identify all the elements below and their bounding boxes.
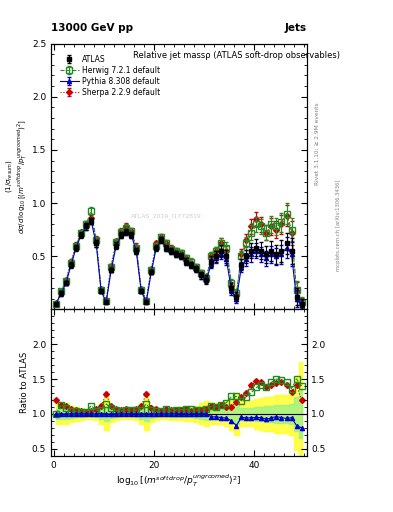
Text: 13000 GeV pp: 13000 GeV pp (51, 23, 133, 33)
Y-axis label: Ratio to ATLAS: Ratio to ATLAS (20, 352, 29, 413)
Text: mcplots.cern.ch [arXiv:1306.3436]: mcplots.cern.ch [arXiv:1306.3436] (336, 180, 341, 271)
X-axis label: $\log_{10}[(m^{soft\,drop}/p_T^{ungroomed})^2]$: $\log_{10}[(m^{soft\,drop}/p_T^{ungroome… (116, 472, 242, 488)
Text: Jets: Jets (285, 23, 307, 33)
Y-axis label: $(1/\sigma_{resum})$
$d\sigma/d\,\log_{10}[(m^{soft\,drop}/p_T^{ungroomed})^2]$: $(1/\sigma_{resum})$ $d\sigma/d\,\log_{1… (4, 119, 29, 234)
Legend: ATLAS, Herwig 7.2.1 default, Pythia 8.308 default, Sherpa 2.2.9 default: ATLAS, Herwig 7.2.1 default, Pythia 8.30… (57, 53, 162, 99)
Text: Rivet 3.1.10; ≥ 2.9M events: Rivet 3.1.10; ≥ 2.9M events (314, 102, 320, 185)
Text: ATLAS_2019_I1772819: ATLAS_2019_I1772819 (130, 214, 202, 219)
Text: Relative jet massρ (ATLAS soft-drop observables): Relative jet massρ (ATLAS soft-drop obse… (133, 52, 340, 60)
